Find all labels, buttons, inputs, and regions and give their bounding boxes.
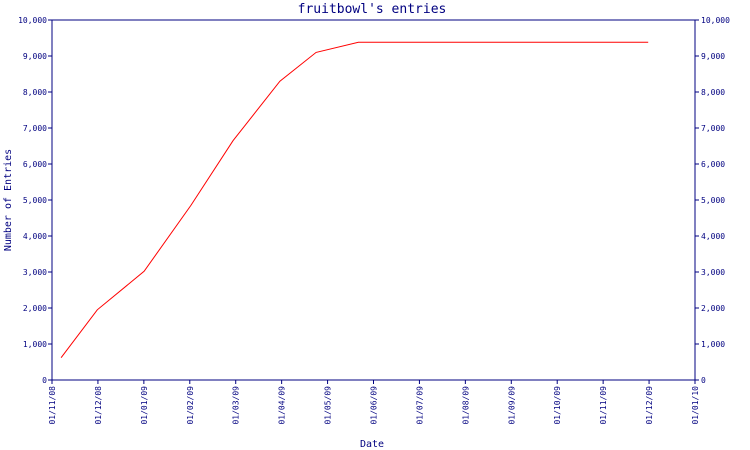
y-tick-label-right: 4,000 [701, 232, 725, 241]
y-axis-label: Number of Entries [3, 149, 14, 251]
x-tick-label: 01/10/09 [553, 386, 562, 425]
y-tick-label-right: 0 [701, 376, 706, 385]
x-tick-label: 01/12/08 [94, 386, 103, 425]
y-tick-label-left: 0 [42, 376, 47, 385]
y-tick-label-left: 4,000 [23, 232, 47, 241]
x-tick-label: 01/08/09 [461, 386, 470, 425]
x-tick-label: 01/07/09 [415, 386, 424, 425]
y-tick-label-right: 3,000 [701, 268, 725, 277]
y-tick-label-right: 6,000 [701, 160, 725, 169]
x-tick-label: 01/11/08 [48, 386, 57, 425]
x-axis-label: Date [360, 439, 384, 450]
y-tick-label-left: 9,000 [23, 52, 47, 61]
x-tick-label: 01/01/10 [691, 386, 700, 425]
y-tick-label-left: 2,000 [23, 304, 47, 313]
y-tick-label-right: 7,000 [701, 124, 725, 133]
y-tick-label-right: 1,000 [701, 340, 725, 349]
plot-frame [51, 19, 696, 381]
y-tick-label-left: 10,000 [18, 16, 47, 25]
x-tick-label: 01/03/09 [232, 386, 241, 425]
y-tick-label-left: 3,000 [23, 268, 47, 277]
y-tick-label-left: 5,000 [23, 196, 47, 205]
x-tick-label: 01/02/09 [186, 386, 195, 425]
chart-title: fruitbowl's entries [298, 2, 447, 17]
series-line [60, 41, 649, 359]
x-tick-label: 01/01/09 [140, 386, 149, 425]
x-tick-label: 01/05/09 [324, 386, 333, 425]
y-tick-label-right: 2,000 [701, 304, 725, 313]
y-tick-label-right: 9,000 [701, 52, 725, 61]
y-tick-label-right: 5,000 [701, 196, 725, 205]
x-tick-label: 01/12/09 [645, 386, 654, 425]
y-tick-label-left: 7,000 [23, 124, 47, 133]
y-tick-label-right: 8,000 [701, 88, 725, 97]
x-tick-label: 01/04/09 [278, 386, 287, 425]
y-tick-label-left: 6,000 [23, 160, 47, 169]
x-tick-label: 01/06/09 [370, 386, 379, 425]
y-tick-label-left: 8,000 [23, 88, 47, 97]
y-tick-label-left: 1,000 [23, 340, 47, 349]
y-tick-label-right: 10,000 [701, 16, 730, 25]
x-tick-label: 01/11/09 [599, 386, 608, 425]
x-tick-label: 01/09/09 [507, 386, 516, 425]
